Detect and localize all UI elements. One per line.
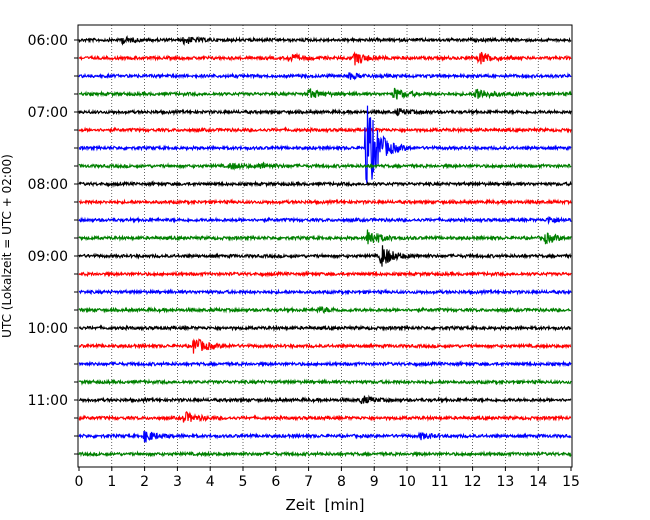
x-tick-label: 0 (75, 474, 84, 490)
x-tick-label: 4 (206, 474, 215, 490)
x-tick-label: 8 (337, 474, 346, 490)
x-tick-label: 12 (464, 474, 482, 490)
trace-07:15 (78, 126, 572, 134)
plot-frame (77, 24, 573, 468)
y-tick-label: 06:00 (28, 33, 68, 49)
trace-07:30 (78, 105, 572, 185)
x-tick-label: 14 (529, 474, 547, 490)
trace-06:15 (78, 51, 572, 66)
trace-06:00 (78, 35, 572, 46)
trace-10:00 (78, 324, 572, 332)
trace-09:30 (78, 288, 572, 297)
y-tick-label: 07:00 (28, 105, 68, 121)
trace-08:30 (78, 215, 572, 225)
x-tick-label: 2 (140, 474, 149, 490)
x-tick-label: 9 (370, 474, 379, 490)
y-tick-label: 11:00 (28, 393, 68, 409)
trace-09:45 (78, 305, 572, 315)
x-axis-ticks: 0 1 2 3 4 5 6 7 8 9 10 11 12 13 14 15 (75, 467, 580, 490)
x-tick-label: 7 (304, 474, 313, 490)
trace-11:15 (78, 411, 572, 423)
y-axis-label: UTC (Lokalzeit = UTC + 02:00) (0, 154, 14, 338)
trace-10:30 (78, 360, 572, 368)
y-tick-label: 10:00 (28, 321, 68, 337)
trace-06:45 (79, 87, 572, 100)
x-tick-label: 1 (107, 474, 116, 490)
x-tick-label: 6 (271, 474, 280, 490)
x-tick-label: 13 (496, 474, 514, 490)
trace-10:45 (78, 378, 572, 386)
trace-10:15 (78, 338, 572, 354)
x-tick-label: 10 (398, 474, 416, 490)
y-tick-label: 08:00 (28, 177, 68, 193)
trace-06:30 (78, 72, 572, 81)
trace-09:15 (78, 270, 572, 278)
trace-07:45 (78, 161, 572, 171)
trace-08:45 (78, 229, 572, 245)
trace-07:00 (78, 108, 572, 117)
trace-08:15 (78, 198, 572, 207)
trace-11:30 (78, 430, 572, 443)
x-tick-label: 3 (173, 474, 182, 490)
trace-11:45 (78, 450, 572, 458)
x-tick-label: 15 (562, 474, 580, 490)
x-axis-label: Zeit [min] (285, 496, 364, 514)
x-tick-label: 11 (431, 474, 449, 490)
trace-11:00 (78, 394, 572, 405)
trace-09:00 (78, 245, 572, 267)
x-tick-label: 5 (239, 474, 248, 490)
y-axis-ticks: 06:00 07:00 08:00 09:00 10:00 11:00 (28, 33, 78, 455)
trace-group (78, 35, 572, 458)
y-tick-label: 09:00 (28, 249, 68, 265)
trace-08:00 (78, 180, 572, 188)
